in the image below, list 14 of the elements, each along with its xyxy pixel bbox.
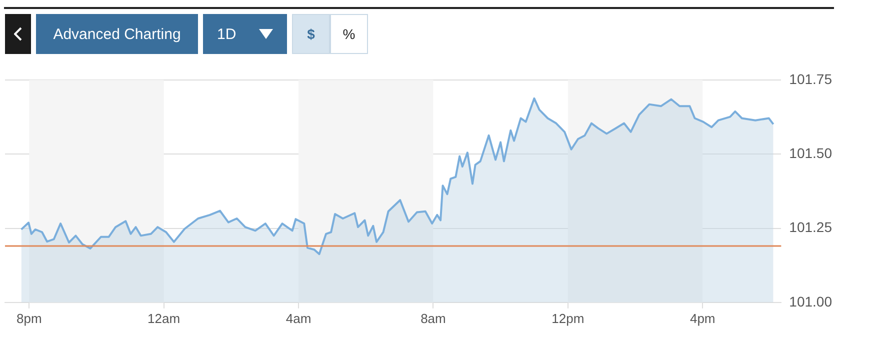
text: $	[292, 14, 330, 54]
text: 1D	[203, 14, 287, 54]
y-tick-label: 101.00	[789, 293, 832, 310]
text: %	[330, 14, 368, 54]
x-tick-label: 4pm	[690, 310, 716, 326]
text: Advanced Charting	[36, 14, 198, 54]
y-tick-label: 101.50	[789, 144, 832, 161]
x-tick-label: 4am	[286, 310, 312, 326]
y-tick-label: 101.25	[789, 219, 832, 236]
x-tick-label: 8pm	[16, 310, 42, 326]
x-tick-label: 8am	[420, 310, 446, 326]
x-tick-label: 12am	[148, 310, 180, 326]
y-tick-label: 101.75	[789, 70, 832, 87]
x-tick-label: 12pm	[552, 310, 584, 326]
